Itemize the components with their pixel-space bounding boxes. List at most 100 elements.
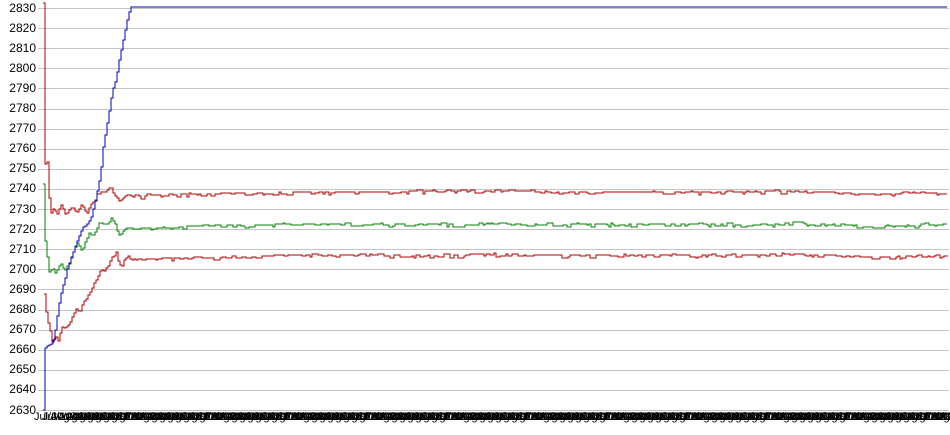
x-axis-tick-label: Aug/7/2018: [882, 411, 939, 423]
y-axis-tick-label: 2820: [9, 20, 36, 35]
x-axis-tick-label: Aug/3/2018: [226, 411, 283, 423]
x-axis-tick-label: Aug/9/2018: [658, 411, 715, 423]
series-blue-line: [43, 6, 947, 411]
x-axis-tick-label: Jul/31/2018: [362, 411, 419, 423]
x-axis-tick-label: Aug/3/2018: [786, 411, 843, 423]
gridlines: [38, 8, 949, 411]
y-axis-tick-label: 2630: [9, 402, 36, 417]
y-axis-tick-label: 2800: [9, 60, 36, 75]
x-axis-tick-label: Aug/6/2018: [394, 411, 451, 423]
x-axis-tick-label: Jul/30/2018: [514, 411, 571, 423]
x-axis-tick-label: Aug/8/2018: [250, 411, 307, 423]
y-axis-tick-label: 2680: [9, 302, 36, 316]
x-axis-tick-label: Aug/6/2018: [234, 411, 291, 423]
x-axis-tick-label: Aug/1/2018: [770, 411, 827, 423]
x-axis-tick-label: Aug/3/2018: [146, 411, 203, 423]
x-axis-tick-label: Jul/31/2018: [762, 411, 819, 423]
x-axis-tick-label: Aug/10/2018: [186, 411, 249, 423]
y-axis-tick-label: 2640: [9, 382, 36, 397]
x-axis-tick-label: Aug/7/2018: [162, 411, 219, 423]
x-axis-tick-label: Aug/6/2018: [154, 411, 211, 423]
x-axis-tick-label: Aug/3/2018: [626, 411, 683, 423]
x-axis-tick-label: Jul/31/2018: [442, 411, 499, 423]
y-axis-tick-label: 2780: [9, 101, 36, 115]
x-axis-tick-label: Aug/6/2018: [74, 411, 131, 423]
x-axis-tick-label: Aug/3/2018: [466, 411, 523, 423]
x-axis-tick-label: Aug/10/2018: [266, 411, 329, 423]
x-axis-tick-label: Aug/2/2018: [138, 411, 195, 423]
x-axis-tick-label: Aug/2/2018: [938, 411, 950, 423]
x-axis-tick-label: Aug/10/2018: [666, 411, 729, 423]
x-axis-tick-label: Aug/7/2018: [642, 411, 699, 423]
x-axis-tick-label: Aug/2/2018: [458, 411, 515, 423]
x-axis-tick-label: Aug/2/2018: [538, 411, 595, 423]
x-axis-tick-label: Aug/10/2018: [586, 411, 649, 423]
x-axis-tick-label: Aug/8/2018: [650, 411, 707, 423]
x-axis-tick-label: Aug/6/2018: [874, 411, 931, 423]
x-axis-tick-label: Aug/8/2018: [170, 411, 227, 423]
x-axis-tick-label: Aug/7/2018: [482, 411, 539, 423]
x-axis-tick-label: Aug/7/2018: [402, 411, 459, 423]
series-red-upper-line: [43, 2, 947, 215]
y-axis-tick-label: 2710: [9, 241, 36, 256]
x-axis-tick-label: Aug/1/2018: [850, 411, 907, 423]
x-axis-tick-label: Aug/1/2018: [690, 411, 747, 423]
x-axis-tick-label: Aug/1/2018: [130, 411, 187, 423]
x-axis-tick-label: Aug/8/2018: [810, 411, 867, 423]
x-axis-tick-label: Aug/7/2018: [562, 411, 619, 423]
x-axis-tick-label: Jul/30/2018: [594, 411, 651, 423]
x-axis-tick-label: Jul/31/2018: [842, 411, 899, 423]
x-axis-tick-label: Jul/31/2018: [682, 411, 739, 423]
x-axis-tick-label: Aug/2/2018: [218, 411, 275, 423]
x-axis-tick-label: Aug/10/2018: [346, 411, 409, 423]
x-axis-tick-label: Aug/6/2018: [794, 411, 851, 423]
y-axis-tick-label: 2670: [9, 322, 36, 337]
x-axis-tick-label: Aug/9/2018: [258, 411, 315, 423]
x-axis-tick-label: Aug/1/2018: [50, 411, 107, 423]
x-axis-tick-label: Aug/2/2018: [778, 411, 835, 423]
y-axis-tick-label: 2810: [9, 40, 36, 55]
x-axis-tick-label: Aug/9/2018: [98, 411, 155, 423]
x-axis-tick-label: Aug/9/2018: [338, 411, 395, 423]
x-axis-tick-label: Aug/8/2018: [490, 411, 547, 423]
y-axis-tick-label: 2830: [9, 0, 36, 15]
x-axis-tick-label: Aug/7/2018: [722, 411, 779, 423]
x-axis-tick-label: Aug/1/2018: [450, 411, 507, 423]
x-axis-tick-label: Jul/31/2018: [922, 411, 950, 423]
y-axis-tick-label: 2740: [9, 181, 36, 196]
x-axis-tick-label: Jul/31/2018: [602, 411, 659, 423]
series-green-middle-line: [43, 183, 947, 274]
x-axis-tick-label: Aug/2/2018: [698, 411, 755, 423]
x-axis-tick-label: Jul/30/2018: [34, 411, 91, 423]
x-axis-tick-label: Aug/6/2018: [554, 411, 611, 423]
y-axis-tick-label: 2750: [9, 161, 36, 176]
x-axis-tick-label: Aug/6/2018: [634, 411, 691, 423]
x-axis-tick-label: Aug/7/2018: [322, 411, 379, 423]
x-axis-tick-label: Aug/9/2018: [498, 411, 555, 423]
x-axis-tick-label: Aug/2/2018: [858, 411, 915, 423]
x-axis-tick-label: Aug/1/2018: [930, 411, 950, 423]
x-axis-tick-labels: Jul/30/2018 Jul/31/2018 Aug/1/2018 Aug/2/20…: [0, 411, 950, 426]
x-axis-tick-label: Aug/3/2018: [306, 411, 363, 423]
x-axis-tick-label: Aug/3/2018: [386, 411, 443, 423]
x-axis-tick-label: Jul/30/2018: [354, 411, 411, 423]
x-axis-tick-label: Aug/8/2018: [330, 411, 387, 423]
x-axis-tick-label: Aug/10/2018: [426, 411, 489, 423]
x-axis-tick-label: Jul/30/2018: [914, 411, 950, 423]
x-axis-tick-label: Aug/10/2018: [906, 411, 950, 423]
x-axis-tick-label: Jul/30/2018: [674, 411, 731, 423]
x-axis-tick-label: Jul/31/2018: [42, 411, 99, 423]
y-axis-tick-label: 2770: [9, 121, 36, 136]
x-axis-tick-label: Aug/9/2018: [738, 411, 795, 423]
x-axis-tick-label: Aug/9/2018: [418, 411, 475, 423]
x-axis-tick-label: Aug/9/2018: [818, 411, 875, 423]
x-axis-tick-label: Jul/30/2018: [194, 411, 251, 423]
x-axis-tick-label: Aug/8/2018: [890, 411, 947, 423]
x-axis-tick-label: Aug/10/2018: [506, 411, 569, 423]
x-axis-tick-label: Aug/7/2018: [82, 411, 139, 423]
y-axis-tick-label: 2650: [9, 362, 36, 377]
x-axis-tick-label: Aug/1/2018: [370, 411, 427, 423]
x-axis-tick-label: Jul/31/2018: [282, 411, 339, 423]
x-axis-tick-label: Aug/9/2018: [898, 411, 950, 423]
series-red-lower-line: [44, 251, 948, 343]
